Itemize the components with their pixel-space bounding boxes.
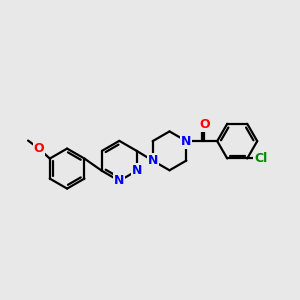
- Text: N: N: [181, 135, 191, 148]
- Text: N: N: [114, 174, 124, 188]
- Text: O: O: [34, 142, 44, 155]
- Text: N: N: [131, 164, 142, 177]
- Text: O: O: [199, 118, 210, 131]
- Text: Cl: Cl: [254, 152, 268, 165]
- Text: N: N: [148, 154, 158, 167]
